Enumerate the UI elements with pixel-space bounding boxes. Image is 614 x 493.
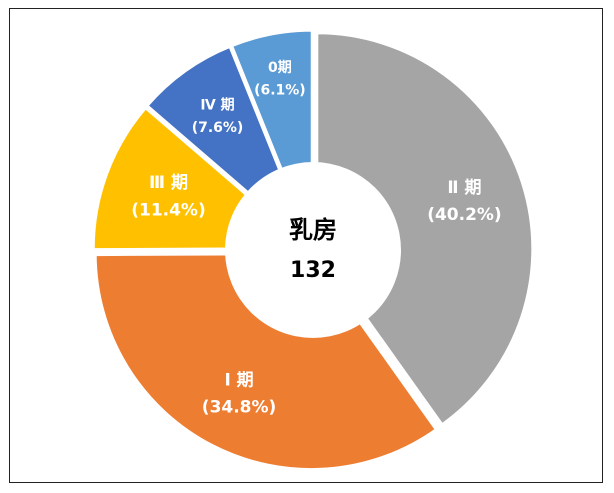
slice-name-label: Ⅰ 期 <box>224 371 253 391</box>
center-label: 乳房 <box>289 216 337 244</box>
slice-percent-label: (11.4%) <box>131 200 206 220</box>
slice-2 <box>93 252 439 472</box>
slice-percent-label: (34.8%) <box>202 398 277 418</box>
slice-percent-label: (40.2%) <box>427 205 502 225</box>
slice-name-label: 0期 <box>268 60 292 76</box>
slice-name-label: Ⅲ 期 <box>149 173 188 193</box>
slice-percent-label: (6.1%) <box>254 82 306 98</box>
center-value: 132 <box>290 258 336 283</box>
slice-percent-label: (7.6%) <box>192 120 244 136</box>
donut-hole <box>225 162 401 338</box>
slice-labels: Ⅱ 期 (40.2%) Ⅰ 期 (34.8%) Ⅲ 期 (11.4%) Ⅳ 期 (7.6%) 0… <box>131 60 501 418</box>
slice-name-label: Ⅱ 期 <box>447 178 481 198</box>
slice-name-label: Ⅳ 期 <box>200 97 234 113</box>
slice-1 <box>315 31 535 427</box>
